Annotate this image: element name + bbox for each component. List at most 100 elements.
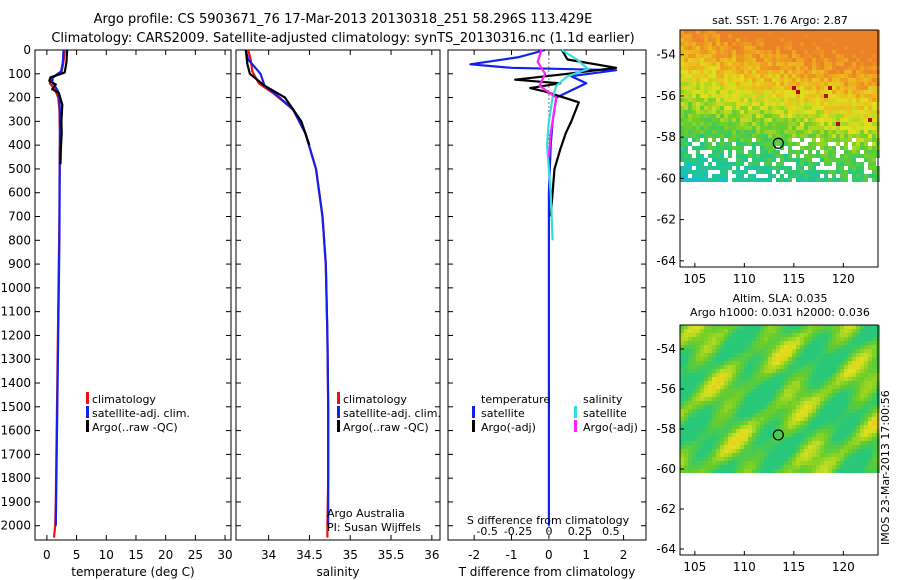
- map-cell: [800, 130, 804, 134]
- map-cell: [680, 453, 684, 457]
- map-cell: [712, 429, 716, 433]
- map-cell: [720, 393, 724, 397]
- map-cell: [848, 397, 852, 401]
- map-cell: [684, 329, 688, 333]
- map-cell: [776, 345, 780, 349]
- map-cell: [780, 146, 784, 150]
- map-cell: [784, 170, 788, 174]
- map-cell: [768, 166, 772, 170]
- map-cell: [812, 158, 816, 162]
- map-cell: [812, 138, 816, 142]
- map-cell: [708, 365, 712, 369]
- map-cell: [868, 146, 872, 150]
- map-cell: [836, 122, 840, 126]
- map-cell: [720, 122, 724, 126]
- map-cell: [832, 381, 836, 385]
- map-cell: [748, 90, 752, 94]
- map-cell: [692, 417, 696, 421]
- map-cell: [804, 361, 808, 365]
- map-cell: [748, 397, 752, 401]
- x-tick-label: 10: [99, 548, 114, 562]
- map-cell: [836, 62, 840, 66]
- map-cell: [728, 78, 732, 82]
- map-cell: [848, 333, 852, 337]
- map-cell: [856, 389, 860, 393]
- map-cell: [848, 381, 852, 385]
- map-cell: [796, 385, 800, 389]
- map-cell: [860, 373, 864, 377]
- map-cell: [720, 425, 724, 429]
- map-cell: [812, 469, 816, 473]
- map-cell: [820, 134, 824, 138]
- map-cell: [708, 126, 712, 130]
- map-cell: [864, 98, 868, 102]
- map-cell: [736, 178, 740, 182]
- map-cell: [680, 337, 684, 341]
- map-cell: [860, 421, 864, 425]
- salinity-legend: climatology satellite-adj. clim. Argo(..…: [337, 392, 441, 434]
- map-cell: [768, 102, 772, 106]
- map-cell: [856, 82, 860, 86]
- map-cell: [816, 134, 820, 138]
- map-cell: [872, 150, 876, 154]
- x-tick-label: 35.5: [378, 548, 405, 562]
- map-cell: [712, 449, 716, 453]
- map-cell: [788, 30, 792, 34]
- map-cell: [864, 42, 868, 46]
- map-cell: [772, 54, 776, 58]
- map-cell: [868, 429, 872, 433]
- map-cell: [800, 162, 804, 166]
- map-cell: [840, 90, 844, 94]
- map-cell: [796, 154, 800, 158]
- map-cell: [780, 166, 784, 170]
- map-cell: [840, 118, 844, 122]
- map-cell: [832, 114, 836, 118]
- map-cell: [728, 345, 732, 349]
- map-cell: [832, 106, 836, 110]
- map-cell: [728, 30, 732, 34]
- map-cell: [800, 457, 804, 461]
- map-cell: [844, 54, 848, 58]
- map-cell: [868, 102, 872, 106]
- map-cell: [764, 401, 768, 405]
- map-cell: [700, 158, 704, 162]
- map-cell: [780, 365, 784, 369]
- map-cell: [872, 62, 876, 66]
- map-cell: [796, 38, 800, 42]
- map-cell: [860, 102, 864, 106]
- map-cell: [764, 365, 768, 369]
- map-cell: [788, 453, 792, 457]
- map-cell: [872, 465, 876, 469]
- map-cell: [724, 389, 728, 393]
- map-cell: [872, 174, 876, 178]
- map-cell: [856, 94, 860, 98]
- map-cell: [772, 58, 776, 62]
- map-cell: [868, 457, 872, 461]
- map-cell: [800, 78, 804, 82]
- map-cell: [760, 42, 764, 46]
- map-cell: [800, 345, 804, 349]
- map-cell: [828, 70, 832, 74]
- map-cell: [792, 122, 796, 126]
- map-cell: [800, 46, 804, 50]
- map-cell: [812, 50, 816, 54]
- map-cell: [760, 397, 764, 401]
- map-cell: [772, 90, 776, 94]
- map-cell: [748, 154, 752, 158]
- map-cell: [748, 413, 752, 417]
- map-cell: [836, 389, 840, 393]
- map-cell: [688, 357, 692, 361]
- map-cell: [800, 82, 804, 86]
- map-cell: [692, 170, 696, 174]
- map-cell: [856, 62, 860, 66]
- map-cell: [868, 170, 872, 174]
- map-cell: [820, 158, 824, 162]
- map-cell: [816, 170, 820, 174]
- map-cell: [844, 357, 848, 361]
- map-cell: [780, 385, 784, 389]
- map-cell: [680, 146, 684, 150]
- map-cell: [740, 58, 744, 62]
- map-cell: [692, 365, 696, 369]
- map-cell: [728, 90, 732, 94]
- map-cell: [816, 457, 820, 461]
